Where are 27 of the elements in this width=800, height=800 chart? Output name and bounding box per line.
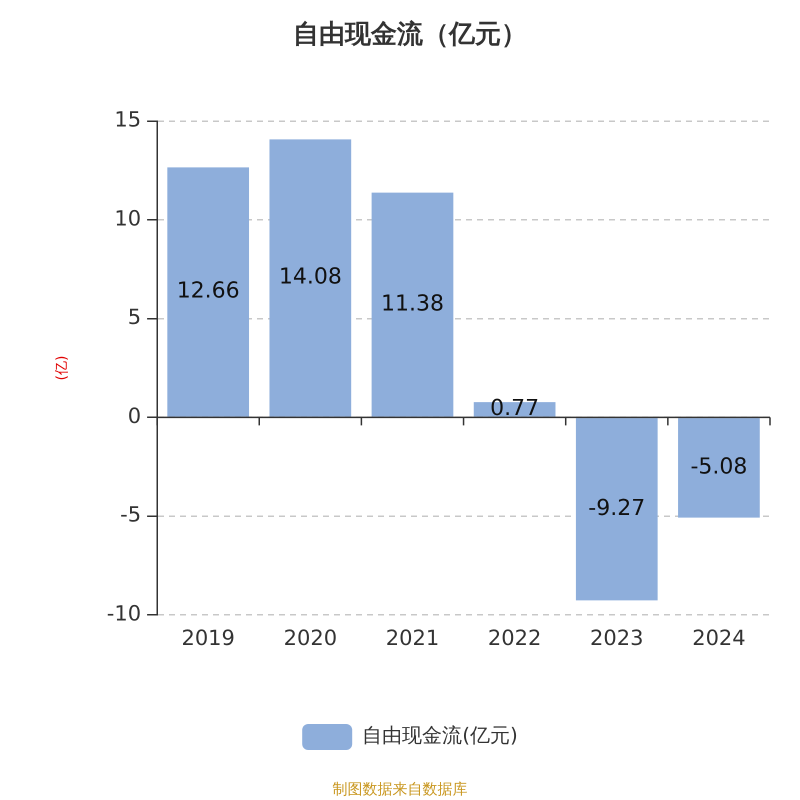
chart-title: 自由现金流（亿元）: [293, 19, 527, 50]
data-label: 11.38: [380, 291, 444, 316]
legend-label: 自由现金流(亿元): [362, 723, 518, 748]
bar: [576, 418, 658, 600]
x-tick-label: 2019: [181, 626, 235, 650]
text: 制图数据来自数据库: [332, 780, 468, 798]
y-axis-title: (亿): [54, 356, 70, 380]
bar: [372, 192, 454, 417]
y-tick-label: -10: [106, 601, 142, 626]
bar: [167, 167, 250, 417]
data-label: -9.27: [588, 496, 646, 521]
data-label: -5.08: [690, 454, 748, 480]
x-tick-label: 2022: [488, 626, 542, 650]
x-tick-label: 2024: [692, 626, 746, 650]
data-label: 14.08: [278, 264, 342, 290]
x-tick-label: 2021: [386, 626, 440, 650]
y-tick-label: 0: [128, 404, 142, 428]
y-tick-label: 5: [128, 305, 142, 330]
bar: [678, 418, 760, 518]
y-tick-label: 15: [114, 108, 142, 132]
y-tick-label: -5: [120, 502, 142, 527]
y-tick-label: 10: [114, 206, 142, 230]
data-label: 0.77: [490, 396, 540, 422]
x-tick-label: 2023: [590, 626, 644, 650]
bar: [269, 139, 352, 417]
x-tick-label: 2020: [284, 626, 338, 650]
data-label: 12.66: [176, 278, 240, 304]
